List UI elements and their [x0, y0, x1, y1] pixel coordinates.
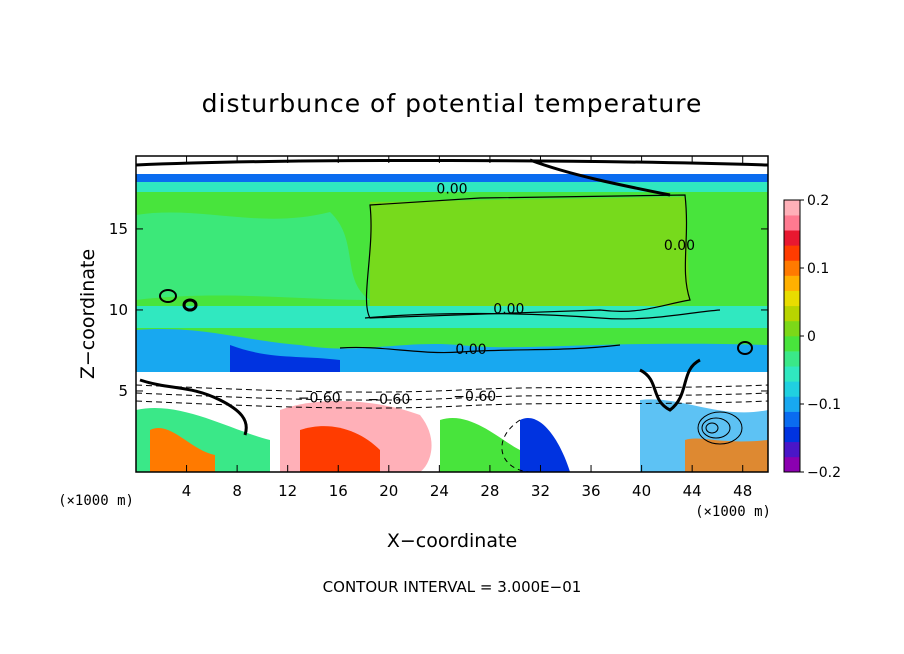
- y-tick-label: 15: [109, 220, 128, 238]
- contour-negative-1: [136, 384, 768, 393]
- contour-label: −0.60: [298, 390, 341, 406]
- colorbar-swatch: [784, 381, 800, 397]
- x-unit-left: (×1000 m): [58, 493, 134, 509]
- contour-vortex-2: [701, 417, 731, 439]
- colorbar-swatch: [784, 230, 800, 246]
- colorbar-swatch: [784, 366, 800, 382]
- colorbar-swatch: [784, 411, 800, 427]
- colorbar-swatch: [784, 305, 800, 322]
- x-tick-label: 16: [329, 482, 348, 500]
- x-axis-label: X−coordinate: [387, 530, 517, 552]
- y-tick-label: 5: [118, 382, 128, 400]
- contour-upper-right-cluster: [529, 158, 671, 197]
- x-tick-label: 4: [182, 482, 192, 500]
- colorbar-swatch: [784, 426, 800, 443]
- contour-vortex-3: [705, 422, 719, 434]
- field-cool-region-left: [136, 212, 370, 300]
- contour-label: 0.00: [455, 342, 486, 358]
- contour-top-cluster: [136, 158, 768, 167]
- contour-labels: 0.00 0.00 0.00 0.00 −0.60 −0.60 −0.60: [298, 181, 695, 408]
- plot-frame: [135, 155, 769, 473]
- contour-zero-lower: [339, 344, 621, 354]
- field-top-band: [136, 156, 768, 174]
- colorbar: 0.2 0.1 0 −0.1 −0.2: [783, 193, 841, 481]
- contour-negative-center: [501, 419, 531, 472]
- colorbar-swatch: [784, 336, 800, 352]
- contour-label: −0.60: [453, 389, 496, 405]
- contour-blob-left: [182, 298, 198, 312]
- colorbar-swatch: [784, 441, 800, 458]
- colorbar-swatch: [784, 275, 800, 291]
- y-axis: 5 10 15: [109, 220, 768, 400]
- contour-blob-right: [737, 341, 753, 355]
- contour-right-cluster: [639, 358, 701, 412]
- x-tick-label: 36: [581, 482, 600, 500]
- contour-zero-middle: [364, 309, 721, 320]
- colorbar-tick-label: −0.1: [807, 397, 841, 413]
- x-tick-label: 8: [232, 482, 242, 500]
- y-axis-label: Z−coordinate: [77, 249, 99, 379]
- chart-title: disturbunce of potential temperature: [202, 89, 703, 118]
- field-cool-band: [136, 182, 768, 192]
- x-tick-label: 12: [278, 482, 297, 500]
- colorbar-tick-label: −0.2: [807, 465, 841, 481]
- colorbar-swatch: [784, 456, 800, 473]
- contour-label: 0.00: [493, 301, 524, 317]
- contour-label: 0.00: [664, 238, 695, 254]
- contour-zero-upper: [365, 194, 691, 319]
- plot-area: 0.00 0.00 0.00 0.00 −0.60 −0.60 −0.60: [135, 155, 769, 473]
- x-tick-label: 20: [379, 482, 398, 500]
- x-tick-label: 24: [430, 482, 449, 500]
- colorbar-swatch: [784, 200, 800, 216]
- contour-blob-left-2: [159, 289, 177, 303]
- colorbar-swatch: [784, 215, 800, 231]
- contour-label: −0.60: [367, 392, 410, 408]
- contour-interval-label: CONTOUR INTERVAL = 3.000E−01: [323, 578, 582, 596]
- contour-label: 0.00: [436, 181, 467, 197]
- field-lower-red-center: [300, 426, 380, 472]
- x-tick-label: 44: [683, 482, 702, 500]
- field-warm-region: [370, 197, 690, 318]
- field-deep-blue: [230, 345, 340, 372]
- field-mid-band: [136, 306, 768, 328]
- x-tick-label: 28: [480, 482, 499, 500]
- field-lower-warm-right: [685, 438, 768, 472]
- contour-left-cluster: [139, 378, 248, 436]
- contour-negative-2: [136, 392, 768, 401]
- field-lower-blue-center: [520, 418, 570, 472]
- colorbar-swatch: [784, 260, 800, 276]
- colorbar-swatch: [784, 290, 800, 307]
- x-unit-right: (×1000 m): [695, 504, 771, 520]
- colorbar-tick-label: 0.2: [807, 193, 829, 209]
- colorbar-tick-label: 0.1: [807, 261, 829, 277]
- x-tick-label: 32: [531, 482, 550, 500]
- y-tick-label: 10: [109, 301, 128, 319]
- colorbar-swatch: [784, 396, 800, 412]
- field-lower-green-center: [440, 417, 520, 472]
- colorbar-swatch: [784, 320, 800, 337]
- x-tick-label: 40: [632, 482, 651, 500]
- colorbar-tick-label: 0: [807, 329, 816, 345]
- x-axis: 4 8 12 16 20 24 28 32 36 40 44 48: [182, 156, 752, 500]
- contour-vortex-1: [697, 411, 743, 445]
- colorbar-swatch: [784, 245, 800, 261]
- field-cold-band: [136, 174, 768, 182]
- x-tick-label: 48: [733, 482, 752, 500]
- colorbar-swatch: [784, 351, 800, 367]
- field-lower-warm-left: [150, 427, 215, 472]
